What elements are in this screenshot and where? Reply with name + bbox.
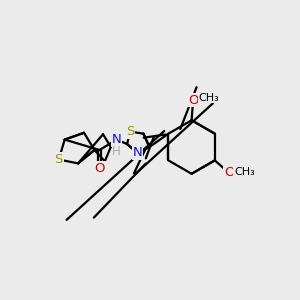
Text: H: H xyxy=(112,145,121,158)
Text: O: O xyxy=(94,162,105,175)
Text: O: O xyxy=(188,94,198,106)
Text: CH₃: CH₃ xyxy=(234,167,255,177)
Text: S: S xyxy=(55,153,63,166)
Text: O: O xyxy=(224,167,234,179)
Text: N: N xyxy=(112,133,122,146)
Text: N: N xyxy=(133,146,142,160)
Text: CH₃: CH₃ xyxy=(198,93,219,103)
Text: S: S xyxy=(126,125,134,138)
